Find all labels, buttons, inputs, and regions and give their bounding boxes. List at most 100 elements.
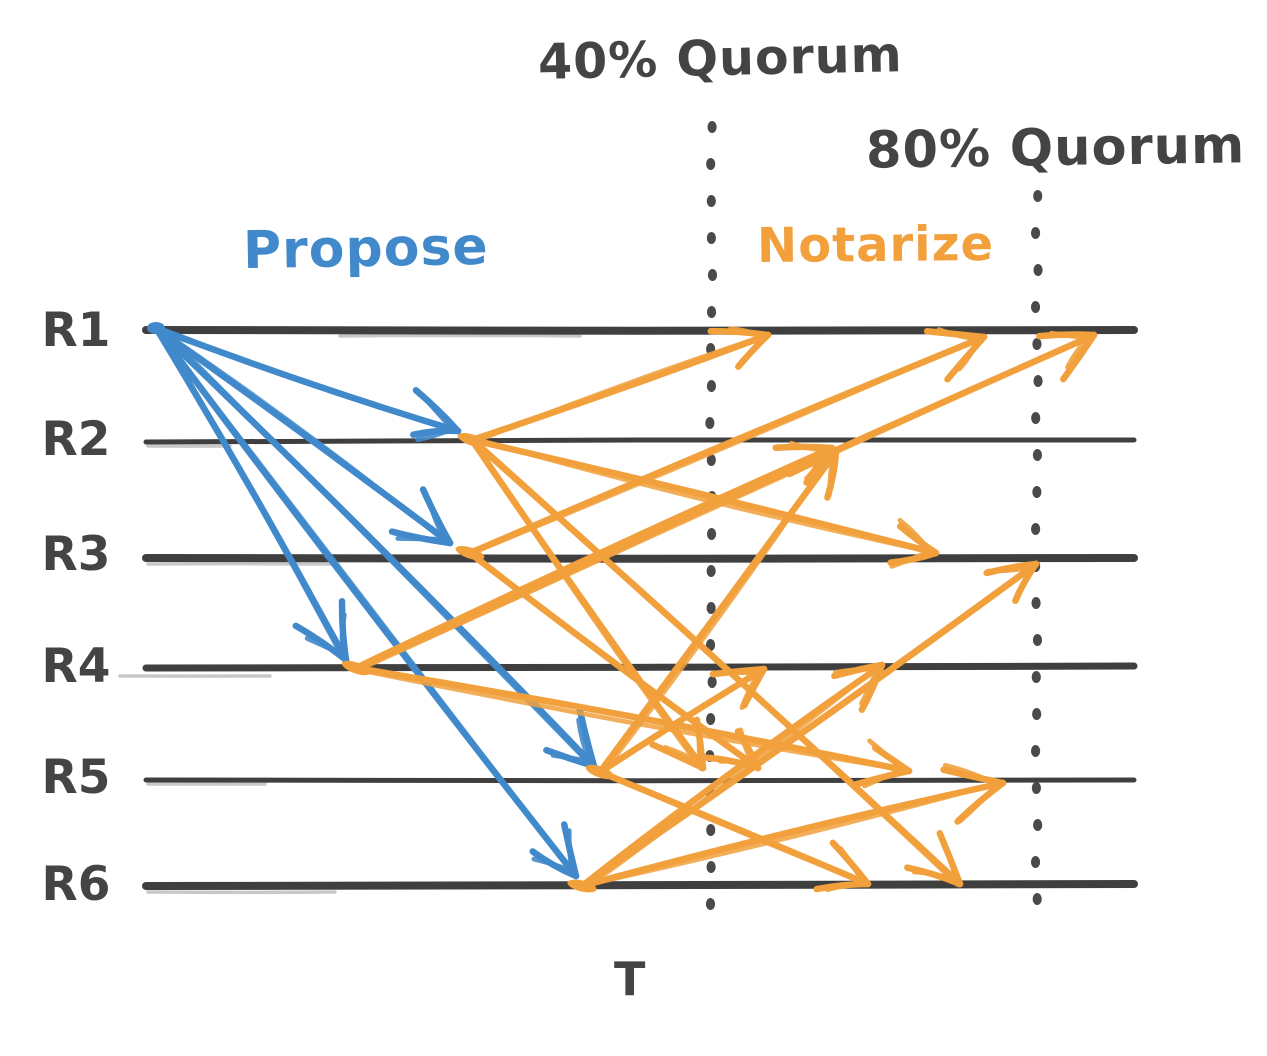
quorum-80-dotted-line: [1030, 227, 1041, 239]
propose-arrow-head: [304, 635, 346, 658]
notarize-arrow-head: [942, 762, 1000, 787]
quorum-80-dotted-line: [1032, 708, 1042, 720]
notarize-arrow-head: [739, 669, 762, 710]
quorum-80-dotted-line: [1032, 634, 1043, 646]
notarize-source-point: [455, 545, 485, 561]
quorum-80-dotted-line: [1033, 190, 1043, 202]
notarize-arrow-head: [649, 741, 707, 772]
quorum-40-label: 40% Quorum: [537, 26, 904, 91]
quorum-40-dotted-line: [706, 528, 717, 540]
quorum-40-dotted-line: [706, 158, 716, 170]
propose-arrow-head: [566, 828, 575, 874]
notarize-arrow: [471, 334, 985, 555]
quorum-40-dotted-line: [706, 565, 716, 577]
quorum-80-dotted-line: [1031, 597, 1041, 609]
propose-arrow: [155, 328, 577, 878]
quorum-40-dotted-line: [706, 713, 716, 725]
propose-arrow: [154, 327, 459, 435]
time-axis-label: T: [614, 952, 647, 1006]
quorum-40-dotted-line: [706, 195, 716, 207]
notarize-arrow-head: [942, 843, 958, 883]
quorum-80-dotted-line: [1030, 745, 1041, 757]
notarize-arrow-head: [738, 334, 765, 365]
notarize-arrow-head: [911, 869, 958, 883]
quorum-80-dotted-line: [1031, 782, 1042, 794]
replica-label-r4: R4: [41, 639, 111, 694]
quorum-40-dotted-line: [706, 232, 716, 244]
notarize-arrow-head: [1060, 331, 1098, 383]
replica-label-r5: R5: [41, 750, 111, 805]
quorum-40-dotted-line: [707, 269, 718, 281]
notarize-arrow: [470, 436, 961, 888]
notarize-arrow-head: [824, 879, 865, 893]
replica-line-r1: [142, 326, 1138, 335]
propose-arrow-head: [418, 391, 455, 432]
propose-arrow: [155, 326, 347, 663]
notarize-source-point: [341, 660, 371, 676]
notarize-arrow-head: [862, 767, 906, 789]
notarize-arrow-head: [985, 565, 1034, 574]
quorum-40-dotted-line: [705, 417, 715, 429]
quorum-80-dotted-line: [1033, 819, 1043, 831]
replica-line-underlay: [338, 333, 582, 338]
notarize-phase-label: Notarize: [756, 215, 995, 275]
propose-arrow-head: [550, 752, 593, 765]
quorum-40-dotted-line: [707, 676, 717, 688]
notarize-arrow-head: [1065, 335, 1091, 370]
propose-arrow-head: [410, 427, 462, 438]
quorum-40-dotted-line: [706, 861, 716, 873]
notarize-arrow: [352, 664, 913, 775]
notarize-arrow-head: [956, 336, 981, 372]
quorum-80-dotted-line: [1033, 264, 1043, 276]
notarize-arrow-head: [1014, 565, 1034, 601]
replica-line-r4: [142, 662, 1138, 672]
notarize-arrow: [473, 333, 769, 444]
replica-line-r2: [143, 437, 1137, 445]
notarize-arrow-head: [858, 661, 886, 713]
notarize-source-point: [585, 764, 615, 780]
quorum-40-dotted-line: [706, 824, 716, 836]
quorum-40-dotted-line: [706, 380, 717, 392]
propose-arrow-head: [395, 536, 448, 542]
notarize-arrow: [601, 449, 837, 774]
notarize-source-point: [567, 879, 597, 893]
notarize-arrow: [597, 666, 765, 776]
replica-label-r2: R2: [41, 412, 111, 467]
quorum-80-dotted-line: [1031, 671, 1041, 683]
quorum-80-dotted-line: [1032, 893, 1042, 905]
propose-arrow-head: [339, 612, 347, 658]
notarize-arrow-head: [788, 440, 829, 453]
replica-line-r3: [142, 554, 1138, 563]
quorum-40-dotted-line: [707, 121, 717, 133]
quorum-40-dotted-line: [706, 306, 717, 318]
replica-label-r6: R6: [41, 857, 111, 912]
quorum-80-dotted-line: [1030, 856, 1041, 868]
notarize-arrow-head: [723, 669, 762, 676]
replica-line-r6: [142, 880, 1138, 890]
quorum-40-dotted-line: [706, 602, 716, 614]
notarize-arrow-head: [832, 666, 880, 675]
notarize-arrow-head: [859, 666, 880, 706]
propose-arrow-head: [531, 856, 575, 874]
notarize-arrow: [354, 667, 910, 773]
propose-arrow-head: [426, 497, 448, 542]
notarize-arrow-head: [804, 448, 829, 481]
notarize-arrow-head: [889, 549, 933, 569]
notarize-arrow: [582, 779, 1004, 888]
propose-phase-label: Propose: [242, 216, 490, 282]
quorum-80-label: 80% Quorum: [865, 116, 1246, 181]
quorum-40-dotted-line: [706, 454, 716, 466]
notarize-source-point: [457, 432, 487, 448]
notarize-arrow-head: [788, 454, 835, 476]
notarize-arrow-head: [958, 781, 1000, 824]
quorum-40-dotted-line: [705, 898, 716, 910]
propose-arrow: [156, 326, 451, 546]
quorum-80-dotted-line: [1032, 449, 1043, 461]
quorum-80-dotted-line: [1030, 301, 1041, 313]
replica-label-r3: R3: [41, 527, 111, 582]
quorum-80-dotted-line: [1033, 375, 1043, 387]
quorum-80-dotted-line: [1032, 486, 1042, 498]
propose-arrow-head: [415, 426, 455, 442]
notarize-arrow-head: [940, 766, 1007, 787]
